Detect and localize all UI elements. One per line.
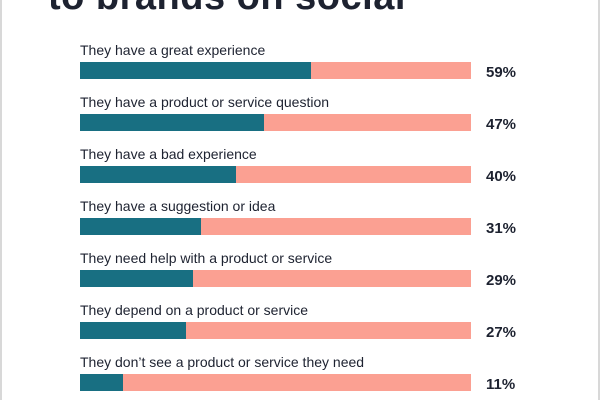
bar-track xyxy=(80,218,471,235)
bar-label: They depend on a product or service xyxy=(80,302,309,318)
bar-fill xyxy=(80,218,202,235)
bar-label: They have a suggestion or idea xyxy=(80,198,276,214)
bar-fill xyxy=(80,270,194,287)
left-border xyxy=(0,0,2,400)
bar-track xyxy=(80,166,471,183)
bar-value-label: 47% xyxy=(486,116,517,133)
bar-row: They depend on a product or service 27% xyxy=(0,302,600,354)
bar-row: They need help with a product or service… xyxy=(0,250,600,302)
bar-label: They have a product or service question xyxy=(80,94,330,110)
bar-track xyxy=(80,374,471,391)
bar-label: They have a bad experience xyxy=(80,146,257,162)
bar-row: They have a great experience 59% xyxy=(0,42,600,94)
bar-fill xyxy=(80,62,311,79)
chart-title: to brands on social xyxy=(48,0,406,16)
bar-value-label: 59% xyxy=(486,64,517,81)
bar-track xyxy=(80,114,471,131)
bar-track xyxy=(80,270,471,287)
bar-fill xyxy=(80,114,264,131)
right-border xyxy=(598,0,600,400)
bar-remainder xyxy=(80,374,471,391)
bar-value-label: 40% xyxy=(486,168,517,185)
bar-row: They don’t see a product or service they… xyxy=(0,354,600,406)
bar-track xyxy=(80,62,471,79)
bar-fill xyxy=(80,374,123,391)
bar-fill xyxy=(80,322,186,339)
bar-label: They need help with a product or service xyxy=(80,250,333,266)
bar-fill xyxy=(80,166,237,183)
bar-label: They have a great experience xyxy=(80,42,266,58)
bar-value-label: 31% xyxy=(486,220,517,237)
bar-row: They have a bad experience 40% xyxy=(0,146,600,198)
bar-row: They have a suggestion or idea 31% xyxy=(0,198,600,250)
bar-value-label: 27% xyxy=(486,324,517,341)
bar-value-label: 29% xyxy=(486,272,517,289)
bar-label: They don’t see a product or service they… xyxy=(80,354,365,370)
bar-track xyxy=(80,322,471,339)
bar-value-label: 11% xyxy=(486,376,516,393)
bar-row: They have a product or service question 4… xyxy=(0,94,600,146)
